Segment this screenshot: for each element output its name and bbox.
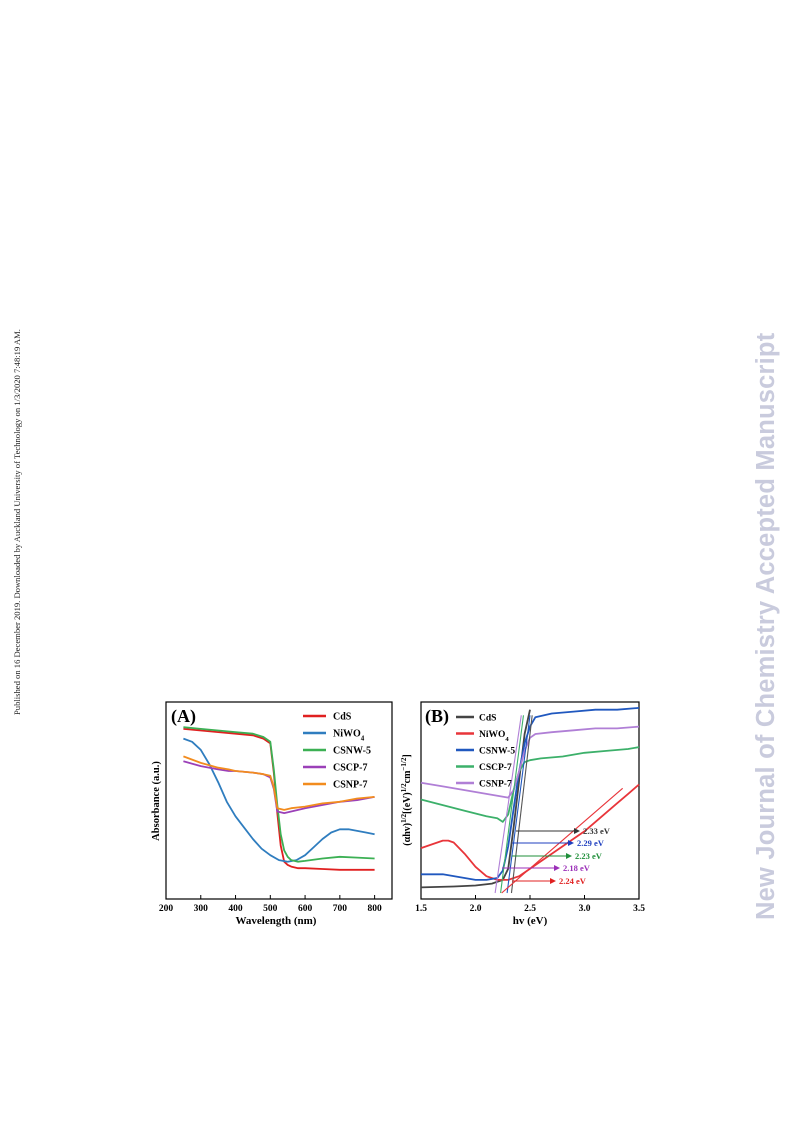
panel-b-bandgap-label: 2.29 eV: [577, 838, 605, 848]
panel-a-x-tick-label: 500: [263, 904, 278, 914]
panel-a-legend-label: NiWO4: [333, 729, 365, 743]
panel-a-series-line: [183, 737, 375, 863]
panel-b-ylabel: (αhv)1/2[(eV)1/2cm−1/2]: [400, 754, 413, 845]
panel-a-legend-label: CSCP-7: [333, 763, 367, 774]
panel-a-plot: [183, 726, 375, 871]
panel-b-bandgap-label: 2.24 eV: [559, 876, 587, 886]
panel-b-legend-label: NiWO4: [479, 730, 509, 743]
panel-b-legend: CdS NiWO4 CSNW-5 CSCP-7 CSNP-7: [456, 714, 515, 790]
panel-a-label: (A): [171, 706, 196, 727]
panel-b-annotations: 2.33 eV 2.29 eV 2.23 eV 2.18 eV 2.24 eV: [502, 826, 611, 886]
panel-a-series-line: [183, 755, 375, 811]
panel-b-legend-label: CSNW-5: [479, 747, 515, 757]
panel-b-series-line: [420, 746, 640, 823]
panel-b-tangent-line: [506, 715, 531, 894]
panel-b-label: (B): [425, 706, 449, 727]
panel-b-x-tick-label: 3.0: [579, 904, 591, 914]
panel-a-x-tick-label: 700: [333, 904, 348, 914]
panel-b-x-tick-label: 1.5: [415, 904, 427, 914]
panel-b: (B) hv (eV) (αhv)1/2[(eV)1/2cm−1/2] 1.5 2…: [400, 701, 645, 927]
panel-b-legend-label: CdS: [479, 714, 496, 724]
panel-a-series-line: [183, 728, 375, 871]
panel-b-series-line: [420, 783, 640, 881]
panel-b-bandgap-label: 2.33 eV: [583, 826, 611, 836]
panel-b-arrow-head: [568, 840, 574, 846]
panel-a-legend-label: CSNW-5: [333, 746, 371, 757]
panel-b-tangent-line: [500, 715, 525, 894]
panel-b-arrow-head: [550, 878, 556, 884]
panel-b-arrow-head: [554, 865, 560, 871]
panel-b-tangent-line: [510, 715, 533, 894]
panel-b-xlabel: hv (eV): [513, 915, 548, 927]
panel-b-plot: [420, 707, 640, 894]
panel-a: (A) Wavelength (nm) Absorbance (a.u.) 20…: [151, 701, 393, 927]
panel-a-x-tick-label: 300: [194, 904, 209, 914]
panel-a-legend-label: CdS: [333, 712, 352, 723]
panel-a-legend-label: CSNP-7: [333, 780, 367, 791]
panel-a-series-line: [183, 726, 375, 863]
panel-a-x-tick-label: 800: [367, 904, 382, 914]
panel-a-legend: CdS NiWO4 CSNW-5 CSCP-7 CSNP-7: [303, 712, 371, 791]
panel-a-x-tick-label: 600: [298, 904, 313, 914]
panel-a-x-ticks: 200 300 400 500 600 700 800: [159, 895, 382, 914]
panel-b-bandgap-label: 2.23 eV: [575, 851, 603, 861]
panel-b-series-line: [420, 709, 531, 889]
panel-a-frame: [165, 701, 393, 900]
panel-b-tangent-line: [494, 715, 522, 894]
panel-a-ylabel: Absorbance (a.u.): [151, 761, 162, 841]
panel-b-legend-label: CSCP-7: [479, 763, 512, 773]
panel-b-series-line: [421, 707, 640, 881]
panel-b-legend-label: CSNP-7: [479, 780, 512, 790]
panel-b-x-ticks: 1.5 2.0 2.5 3.0 3.5: [415, 895, 645, 914]
panel-a-x-tick-label: 400: [228, 904, 243, 914]
panel-b-tangent-line: [501, 787, 624, 894]
panel-b-series-line: [420, 725, 640, 799]
panel-a-xlabel: Wavelength (nm): [236, 915, 317, 927]
panel-b-arrow-head: [574, 828, 580, 834]
panel-b-arrow-head: [566, 853, 572, 859]
panel-b-x-tick-label: 2.5: [524, 904, 536, 914]
panel-b-x-tick-label: 2.0: [470, 904, 482, 914]
panel-b-bandgap-label: 2.18 eV: [563, 863, 591, 873]
panel-a-x-tick-label: 200: [159, 904, 174, 914]
panel-b-x-tick-label: 3.5: [633, 904, 645, 914]
